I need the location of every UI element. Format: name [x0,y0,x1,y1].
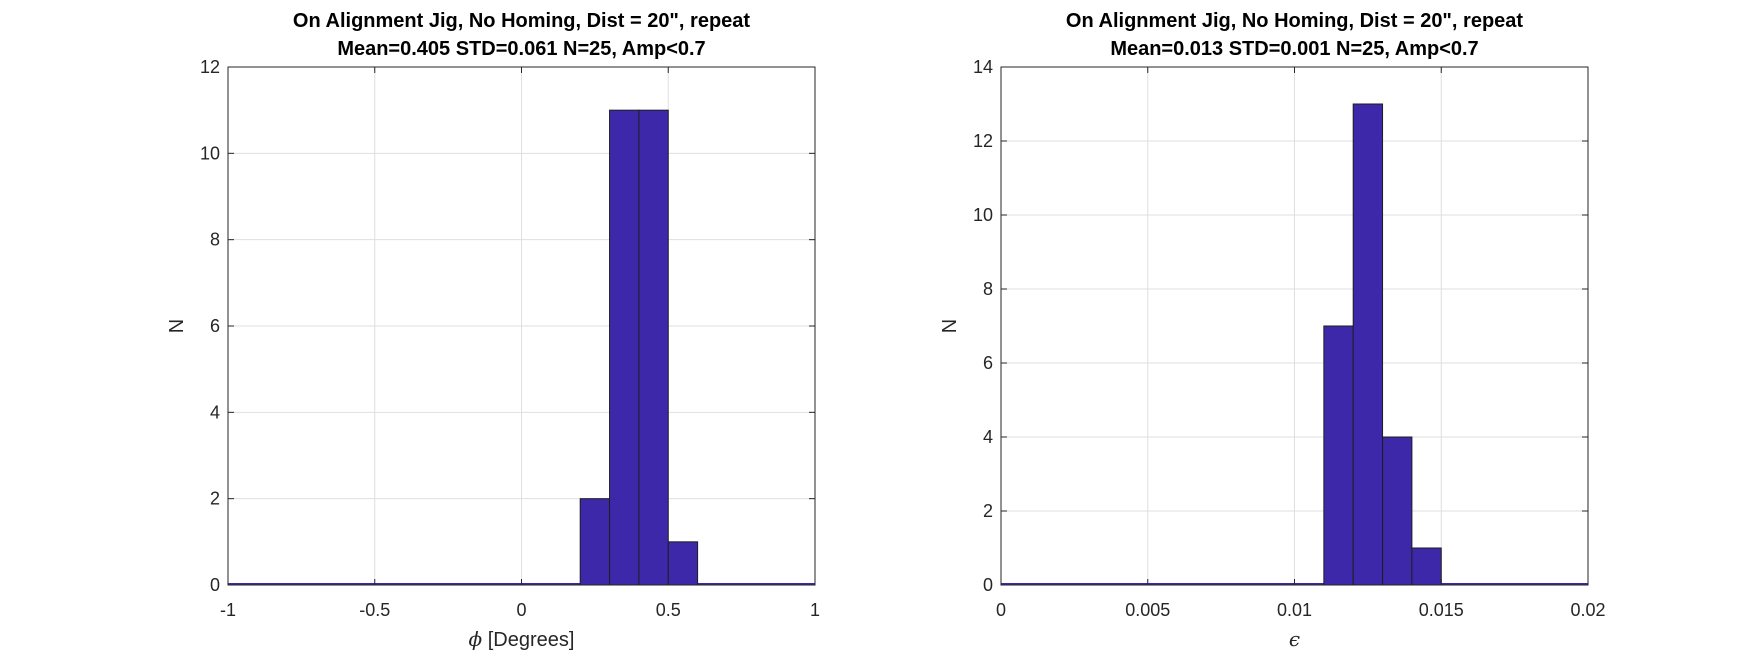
chart-phi-histogram: On Alignment Jig, No Homing, Dist = 20",… [166,10,820,651]
histogram-bar [1323,325,1354,586]
y-tick-label: 12 [973,131,993,151]
y-tick-label: 2 [983,501,993,521]
y-axis-label: N [939,319,961,333]
chart-subtitle: Mean=0.405 STD=0.061 N=25, Amp<0.7 [337,38,705,60]
chart-epsilon-histogram: On Alignment Jig, No Homing, Dist = 20",… [939,10,1606,651]
y-tick-label: 4 [983,427,993,447]
histogram-bar [1382,436,1413,586]
x-tick-label: 1 [810,600,820,620]
histogram-bar [1352,103,1384,586]
y-tick-label: 10 [973,205,993,225]
y-tick-label: 6 [983,353,993,373]
y-tick-label: 14 [973,57,993,77]
x-axis-label: ϕ [Degrees] [469,627,575,651]
y-tick-label: 0 [983,575,993,595]
x-axis-label: ϵ [1289,627,1300,651]
x-axis-unit: [Degrees] [482,629,574,651]
x-tick-label: 0.01 [1277,600,1312,620]
x-tick-label: 0 [996,600,1006,620]
y-tick-label: 12 [200,57,220,77]
x-tick-label: 0.015 [1419,600,1464,620]
y-tick-label: 8 [210,230,220,250]
x-tick-label: 0.005 [1125,600,1170,620]
histogram-bar [609,109,640,586]
y-tick-label: 0 [210,575,220,595]
y-tick-label: 6 [210,316,220,336]
x-axis-symbol: ϕ [469,627,483,651]
histogram-bar [638,109,669,586]
y-tick-label: 2 [210,489,220,509]
x-tick-label: 0 [516,600,526,620]
y-axis-label: N [166,319,188,333]
x-tick-label: 0.02 [1570,600,1605,620]
chart-title: On Alignment Jig, No Homing, Dist = 20",… [1066,10,1523,32]
y-tick-label: 8 [983,279,993,299]
x-axis-symbol: ϵ [1289,627,1300,651]
histogram-bar [1411,547,1442,586]
x-tick-label: -1 [220,600,236,620]
x-tick-label: 0.5 [656,600,681,620]
y-tick-label: 4 [210,402,220,422]
chart-title: On Alignment Jig, No Homing, Dist = 20",… [293,10,750,32]
y-tick-label: 10 [200,143,220,163]
histogram-bar [579,498,611,586]
chart-subtitle: Mean=0.013 STD=0.001 N=25, Amp<0.7 [1110,38,1478,60]
histogram-bar [667,541,699,586]
x-tick-label: -0.5 [359,600,390,620]
